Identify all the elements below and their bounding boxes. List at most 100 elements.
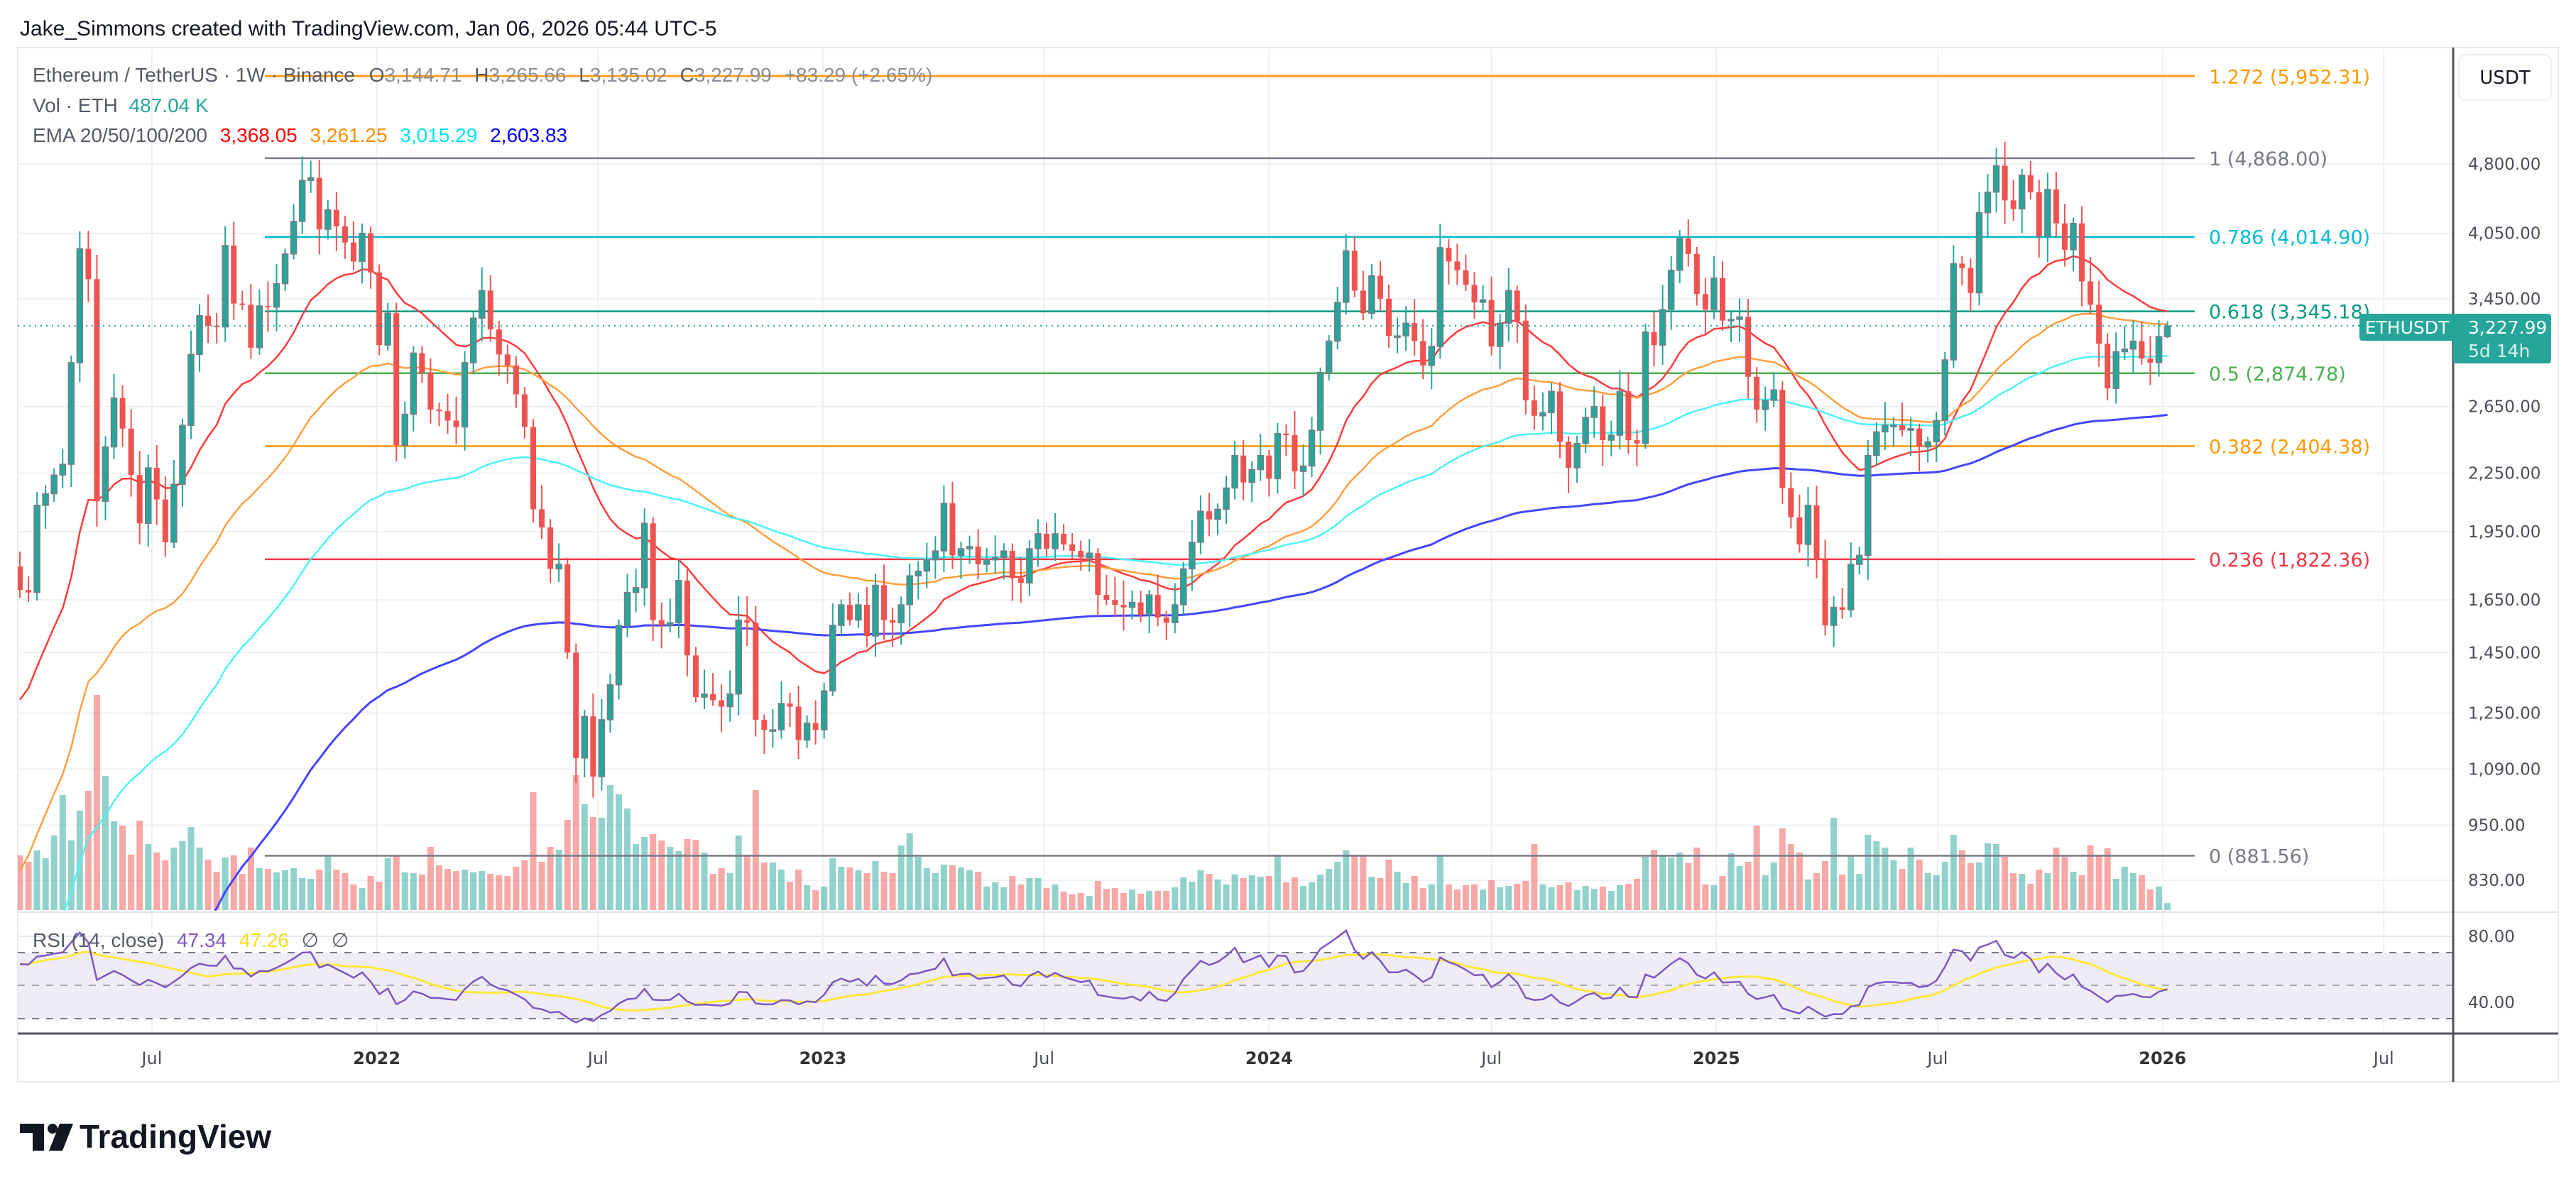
volume-bar xyxy=(1453,889,1461,910)
tradingview-logo[interactable]: TradingView xyxy=(20,1118,271,1155)
candle-body xyxy=(881,585,888,620)
candle-body xyxy=(606,684,614,720)
candle-body xyxy=(1343,250,1350,303)
candle-body xyxy=(915,570,922,576)
volume-bar xyxy=(855,870,862,910)
candle-up xyxy=(170,460,178,549)
currency-button[interactable]: USDT xyxy=(2458,54,2552,101)
candle-body xyxy=(1180,568,1187,606)
candle-body xyxy=(1710,277,1718,310)
candle-body xyxy=(1197,510,1204,543)
candle-body xyxy=(1531,400,1537,416)
volume-bar xyxy=(718,868,725,910)
symbol-legend[interactable]: Ethereum / TetherUS · 1W · Binance O3,14… xyxy=(33,64,932,86)
candle-up xyxy=(1172,583,1179,634)
candle-body xyxy=(256,305,263,349)
candle-body xyxy=(1394,335,1401,338)
symbol-tag-label: ETHUSDT xyxy=(2365,317,2450,338)
candle-body xyxy=(1377,275,1383,299)
price-axis[interactable]: 4,800.00 4,050.00 3,450.00 2,650.00 2,250.00… xyxy=(2468,155,2540,1012)
volume-bar xyxy=(1471,884,1478,910)
candle-up xyxy=(1308,417,1316,477)
candle-down xyxy=(1719,261,1725,331)
candle-down xyxy=(658,602,665,649)
candle-body xyxy=(564,564,571,653)
candle-up xyxy=(623,574,631,637)
candle-up xyxy=(1128,590,1136,620)
candle-down xyxy=(1959,256,1965,286)
volume-bar xyxy=(1103,889,1110,910)
volume-bar xyxy=(743,855,751,910)
candle-body xyxy=(855,604,862,621)
candle-body xyxy=(710,694,716,701)
candle-up xyxy=(33,491,40,601)
candle-body xyxy=(136,475,143,524)
candle-up xyxy=(222,226,229,342)
candle-down xyxy=(1386,284,1392,348)
candle-down xyxy=(444,393,451,434)
candle-down xyxy=(753,606,759,737)
candle-up xyxy=(598,698,606,791)
volume-bar xyxy=(1497,887,1504,910)
volume-bar xyxy=(906,833,913,910)
candle-down xyxy=(2002,141,2008,224)
volume-bar xyxy=(384,858,391,910)
volume-bar xyxy=(1522,881,1529,910)
volume-bar xyxy=(1993,844,2000,910)
volume-bar xyxy=(1257,877,1264,910)
candle-up xyxy=(1676,229,1683,283)
candle-down xyxy=(128,409,134,497)
candle-down xyxy=(1693,246,1700,306)
candle-body xyxy=(726,693,733,708)
candle-body xyxy=(1360,290,1366,314)
candle-body xyxy=(1274,432,1282,480)
candle-body xyxy=(1865,454,1872,557)
candle-down xyxy=(1112,576,1118,617)
candle-body xyxy=(384,312,391,346)
candle-down xyxy=(1788,472,1794,529)
candle-body xyxy=(59,464,66,476)
candle-up xyxy=(1325,335,1333,381)
time-tick-label: Jul xyxy=(1032,1048,1054,1068)
volume-bar xyxy=(1924,873,1931,910)
candle-body xyxy=(427,372,434,410)
candle-body xyxy=(1446,247,1452,262)
candle-body xyxy=(1052,533,1059,549)
ema-legend[interactable]: EMA 20/50/100/200 3,368.05 3,261.25 3,01… xyxy=(33,124,567,146)
volume-bar xyxy=(1651,850,1658,910)
fib-retracement[interactable]: 1.272 (5,952.31) 1 (4,868.00) 0.786 (4,014… xyxy=(265,66,2370,867)
time-axis[interactable]: Jul 2022 Jul 2023 Jul 2024 Jul 2025 Jul 2026 Jul xyxy=(140,1048,2394,1068)
volume-bar xyxy=(1642,857,1649,910)
candle-body xyxy=(1086,552,1093,559)
candle-body xyxy=(966,546,973,549)
candle-body xyxy=(2087,281,2094,305)
volume-bar xyxy=(462,870,469,910)
candle-body xyxy=(1402,322,1409,336)
volume-bar xyxy=(1676,853,1683,910)
volume-bar xyxy=(1343,850,1350,910)
candle-up xyxy=(59,449,66,488)
candle-down xyxy=(1454,243,1461,285)
volume-bar xyxy=(487,874,494,910)
volume-bar xyxy=(187,827,195,910)
volume-bar xyxy=(230,855,237,910)
candle-down xyxy=(1155,574,1161,627)
candle-up xyxy=(1590,386,1598,438)
volume-bar xyxy=(1111,888,1118,910)
candle-body xyxy=(1804,505,1812,545)
bar-countdown: 5d 14h xyxy=(2468,341,2530,361)
candle-body xyxy=(890,620,896,623)
candle-up xyxy=(991,535,999,574)
candle-body xyxy=(1436,247,1444,347)
rsi-tick-label: 40.00 xyxy=(2468,994,2515,1012)
candle-down xyxy=(1044,522,1049,557)
candle-body xyxy=(1959,263,1965,268)
candle-down xyxy=(504,344,511,384)
volume-bar xyxy=(2027,884,2034,910)
rsi-legend[interactable]: RSI (14, close) 47.34 47.26 ∅ ∅ xyxy=(33,929,349,951)
volume-bar xyxy=(1582,886,1589,910)
volume-legend[interactable]: Vol · ETH 487.04 K xyxy=(33,94,209,116)
price-tick-label: 1,450.00 xyxy=(2468,644,2540,662)
volume-bar xyxy=(1685,863,1692,910)
